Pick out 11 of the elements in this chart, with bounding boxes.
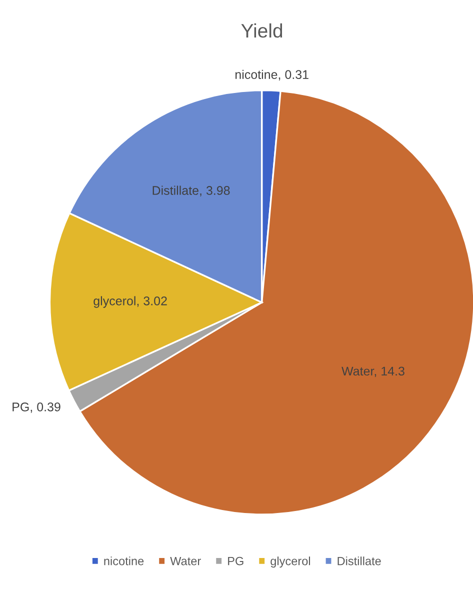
data-label: PG, 0.39 bbox=[12, 402, 60, 413]
legend-label: nicotine bbox=[104, 556, 144, 566]
legend-label: glycerol bbox=[270, 556, 310, 568]
legend-label: PG bbox=[228, 556, 244, 566]
data-label: nicotine, 0.31 bbox=[236, 70, 308, 80]
chart-title: Yield bbox=[241, 23, 282, 38]
data-label: Distillate, 3.98 bbox=[152, 186, 230, 196]
legend-label: Water bbox=[170, 557, 201, 566]
data-label: Water, 14.3 bbox=[342, 366, 404, 378]
data-label: glycerol, 3.02 bbox=[94, 296, 167, 308]
legend-label: Distillate bbox=[338, 556, 381, 566]
